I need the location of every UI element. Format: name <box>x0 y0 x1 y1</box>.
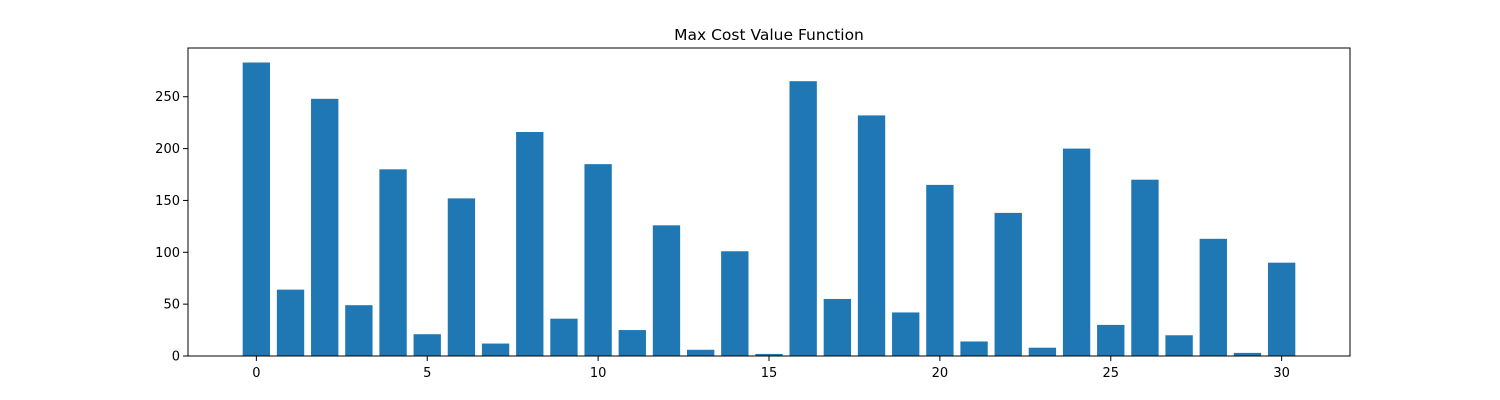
bar-28 <box>1199 238 1227 356</box>
bar-8 <box>516 132 544 356</box>
bar-24 <box>1062 148 1091 356</box>
x-tick-label: 0 <box>252 366 260 381</box>
y-tick-label: 200 <box>155 142 180 157</box>
bar-2 <box>311 98 339 356</box>
bar-15 <box>755 353 783 356</box>
bar-18 <box>857 115 886 356</box>
x-tick-label: 15 <box>761 366 778 381</box>
bar-25 <box>1097 324 1125 356</box>
x-tick-label: 30 <box>1273 366 1290 381</box>
bars-group <box>242 62 1296 357</box>
bar-22 <box>994 212 1022 356</box>
plot-frame <box>187 47 1351 357</box>
y-tick-label: 150 <box>155 194 180 209</box>
bar-29 <box>1233 352 1262 356</box>
bar-7 <box>481 343 510 356</box>
bar-27 <box>1165 335 1193 356</box>
bar-30 <box>1267 262 1296 356</box>
bar-6 <box>447 198 476 356</box>
x-tick-label: 5 <box>423 366 431 381</box>
y-tick-label: 100 <box>155 246 180 261</box>
x-tick-label: 25 <box>1102 366 1119 381</box>
x-axis: 0 5 10 15 20 25 30 <box>252 356 1290 381</box>
y-tick-label: 250 <box>155 90 180 105</box>
chart-title: Max Cost Value Function <box>674 26 864 44</box>
y-tick-label: 0 <box>172 350 180 365</box>
bar-9 <box>550 318 578 356</box>
bar-3 <box>345 305 373 356</box>
bar-17 <box>823 298 852 356</box>
x-tick-label: 20 <box>932 366 949 381</box>
bar-26 <box>1131 179 1159 356</box>
bar-4 <box>379 169 407 356</box>
bar-19 <box>892 312 920 356</box>
bar-11 <box>618 330 646 356</box>
bar-23 <box>1028 347 1057 356</box>
bar-16 <box>789 81 817 357</box>
x-tick-label: 10 <box>590 366 607 381</box>
bar-0 <box>242 62 271 356</box>
y-axis: 0 50 100 150 200 250 <box>155 90 188 365</box>
bar-5 <box>413 334 441 356</box>
bar-12 <box>652 225 681 356</box>
bar-21 <box>960 341 988 356</box>
bar-14 <box>721 251 749 356</box>
y-tick-label: 50 <box>163 298 180 313</box>
bar-20 <box>926 184 954 356</box>
bar-13 <box>686 349 715 356</box>
bar-10 <box>584 164 612 356</box>
bar-1 <box>276 289 305 356</box>
